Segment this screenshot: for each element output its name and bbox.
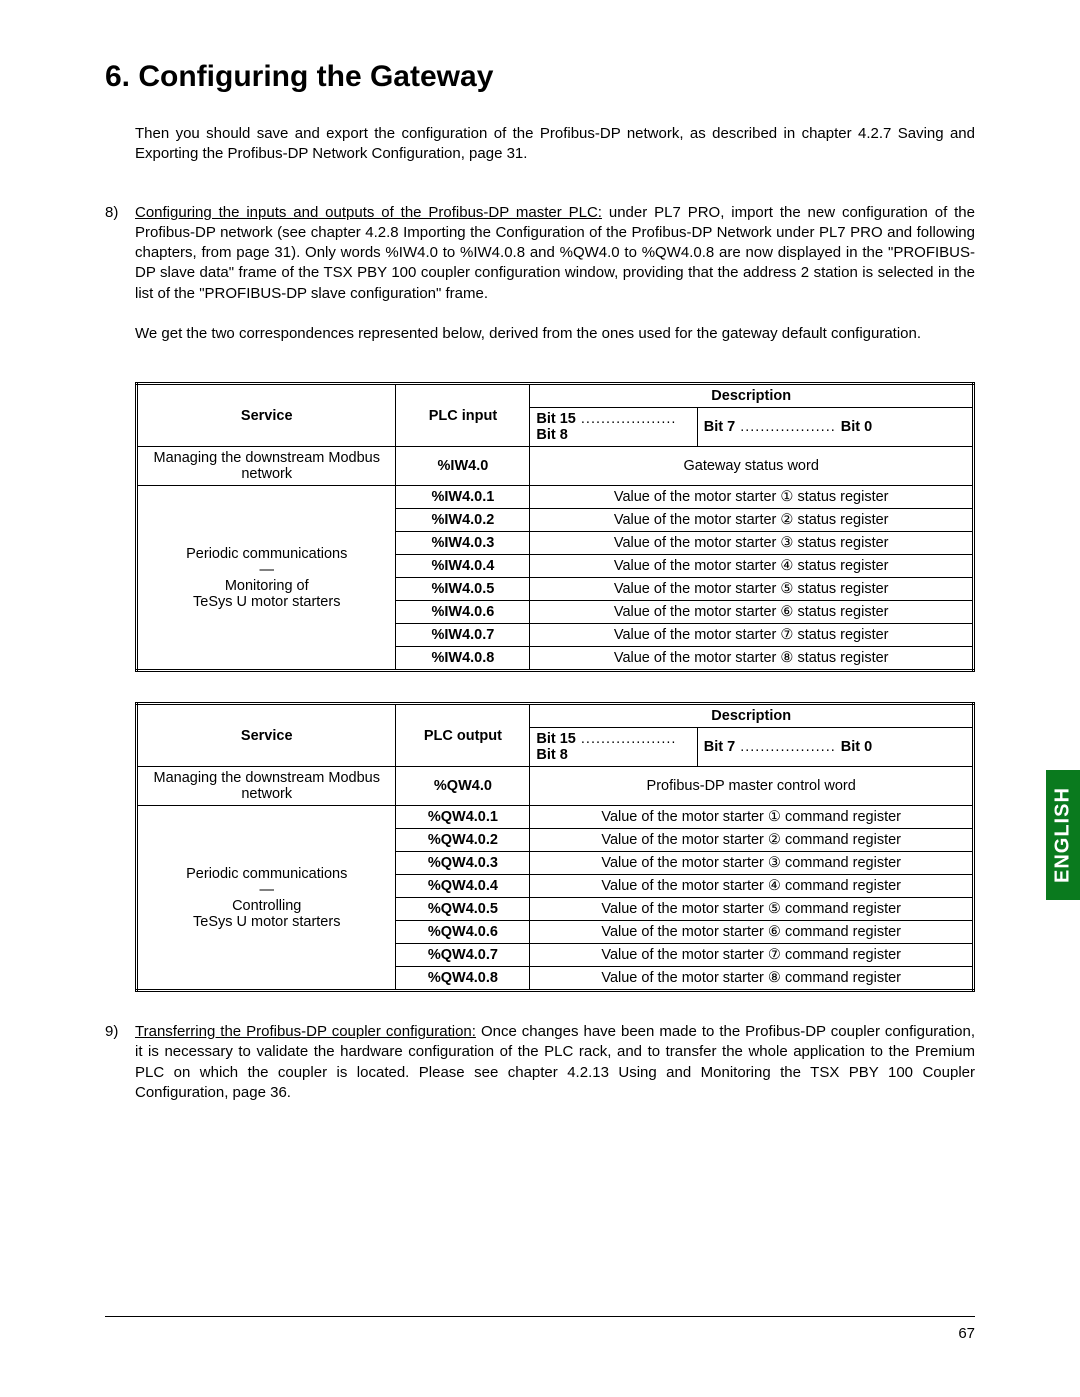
- list-item-8: 8) Configuring the inputs and outputs of…: [105, 203, 975, 345]
- in-r3-desc: Value of the motor starter ④ status regi…: [530, 555, 974, 578]
- in-r7-desc: Value of the motor starter ⑧ status regi…: [530, 647, 974, 671]
- th-description: Description: [530, 384, 974, 408]
- in-r7-c2: %IW4.0.8: [396, 647, 530, 671]
- intro-paragraph: Then you should save and export the conf…: [135, 124, 975, 165]
- in-r4-c2: %IW4.0.5: [396, 578, 530, 601]
- in-r3-c2: %IW4.0.4: [396, 555, 530, 578]
- out-r3-desc: Value of the motor starter ④ command reg…: [530, 875, 974, 898]
- bits-right-out: Bit 7 ................... Bit 0: [697, 728, 973, 767]
- item9-underline: Transferring the Profibus-DP coupler con…: [135, 1023, 476, 1040]
- output-group-service: Periodic communications — Controlling Te…: [137, 806, 396, 991]
- out-r3-c2: %QW4.0.4: [396, 875, 530, 898]
- input-row1-service: Managing the downstream Modbus network: [137, 447, 396, 486]
- in-r4-desc: Value of the motor starter ⑤ status regi…: [530, 578, 974, 601]
- th-plc-input: PLC input: [396, 384, 530, 447]
- out-r6-c2: %QW4.0.7: [396, 944, 530, 967]
- plc-output-table: Service PLC output Description Bit 15 ..…: [135, 702, 975, 992]
- list-body-9: Transferring the Profibus-DP coupler con…: [135, 1022, 975, 1103]
- in-r0-c2: %IW4.0.1: [396, 486, 530, 509]
- list-number-9: 9): [105, 1022, 135, 1103]
- out-r5-c2: %QW4.0.6: [396, 921, 530, 944]
- in-r2-c2: %IW4.0.3: [396, 532, 530, 555]
- out-r4-desc: Value of the motor starter ⑤ command reg…: [530, 898, 974, 921]
- in-r1-c2: %IW4.0.2: [396, 509, 530, 532]
- list-body-8: Configuring the inputs and outputs of th…: [135, 203, 975, 345]
- out-r0-desc: Value of the motor starter ① command reg…: [530, 806, 974, 829]
- th-plc-output: PLC output: [396, 704, 530, 767]
- in-r5-desc: Value of the motor starter ⑥ status regi…: [530, 601, 974, 624]
- out-r1-c2: %QW4.0.2: [396, 829, 530, 852]
- th-description-out: Description: [530, 704, 974, 728]
- bits-right: Bit 7 ................... Bit 0: [697, 408, 973, 447]
- in-r6-desc: Value of the motor starter ⑦ status regi…: [530, 624, 974, 647]
- plc-input-table: Service PLC input Description Bit 15 ...…: [135, 382, 975, 672]
- out-r4-c2: %QW4.0.5: [396, 898, 530, 921]
- in-r6-c2: %IW4.0.7: [396, 624, 530, 647]
- out-r2-desc: Value of the motor starter ③ command reg…: [530, 852, 974, 875]
- output-row1-col2: %QW4.0: [396, 767, 530, 806]
- th-service-out: Service: [137, 704, 396, 767]
- item8-underline: Configuring the inputs and outputs of th…: [135, 204, 602, 221]
- out-r7-desc: Value of the motor starter ⑧ command reg…: [530, 967, 974, 991]
- out-r5-desc: Value of the motor starter ⑥ command reg…: [530, 921, 974, 944]
- input-row1-col2: %IW4.0: [396, 447, 530, 486]
- th-service: Service: [137, 384, 396, 447]
- out-r7-c2: %QW4.0.8: [396, 967, 530, 991]
- footer-rule: [105, 1316, 975, 1317]
- in-r5-c2: %IW4.0.6: [396, 601, 530, 624]
- input-group-service: Periodic communications — Monitoring of …: [137, 486, 396, 671]
- out-r6-desc: Value of the motor starter ⑦ command reg…: [530, 944, 974, 967]
- list-item-9: 9) Transferring the Profibus-DP coupler …: [105, 1022, 975, 1103]
- out-r2-c2: %QW4.0.3: [396, 852, 530, 875]
- language-tab: ENGLISH: [1046, 770, 1080, 900]
- page-number: 67: [958, 1325, 975, 1342]
- in-r0-desc: Value of the motor starter ① status regi…: [530, 486, 974, 509]
- list-number-8: 8): [105, 203, 135, 345]
- in-r2-desc: Value of the motor starter ③ status regi…: [530, 532, 974, 555]
- item8-sub: We get the two correspondences represent…: [135, 324, 975, 344]
- page: 6. Configuring the Gateway Then you shou…: [0, 0, 1080, 1397]
- bits-left: Bit 15 ................... Bit 8: [530, 408, 697, 447]
- output-row1-service: Managing the downstream Modbus network: [137, 767, 396, 806]
- in-r1-desc: Value of the motor starter ② status regi…: [530, 509, 974, 532]
- input-row1-desc: Gateway status word: [530, 447, 974, 486]
- out-r1-desc: Value of the motor starter ② command reg…: [530, 829, 974, 852]
- bits-left-out: Bit 15 ................... Bit 8: [530, 728, 697, 767]
- page-title: 6. Configuring the Gateway: [105, 60, 975, 94]
- out-r0-c2: %QW4.0.1: [396, 806, 530, 829]
- output-row1-desc: Profibus-DP master control word: [530, 767, 974, 806]
